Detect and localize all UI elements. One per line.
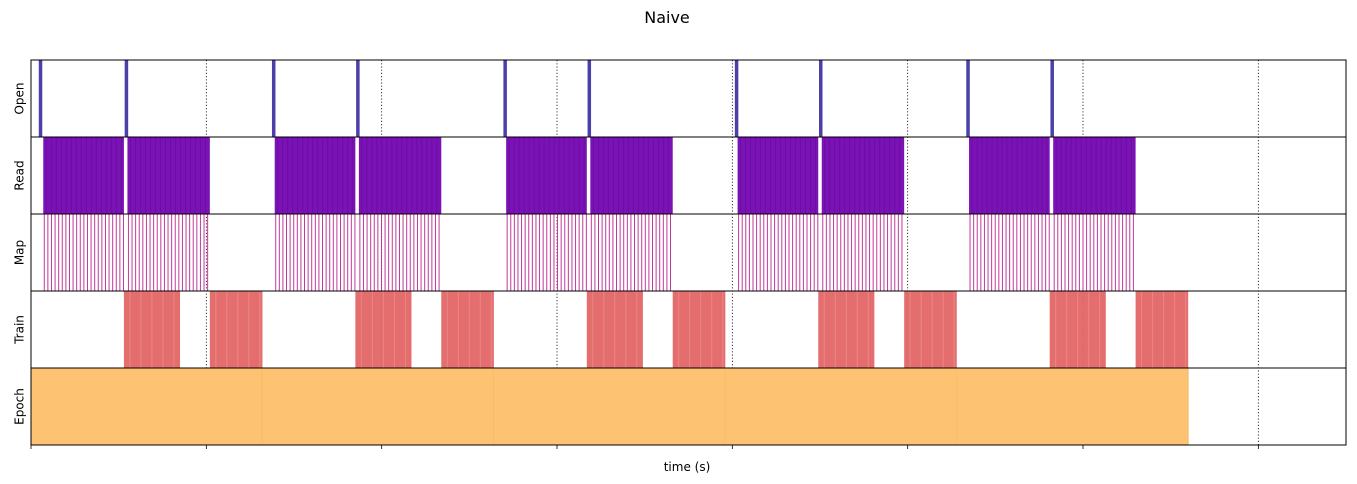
row-frames bbox=[30, 59, 1347, 446]
open-event-bar bbox=[271, 60, 276, 137]
read-event-block bbox=[127, 137, 210, 214]
open-event-bar bbox=[734, 60, 739, 137]
open-event-bar bbox=[587, 60, 592, 137]
row-labels: Open Read Map Train Epoch bbox=[13, 82, 27, 424]
x-axis-label: time (s) bbox=[664, 460, 711, 474]
epoch-event-block bbox=[725, 368, 957, 445]
open-event-bar bbox=[124, 60, 129, 137]
row-frame bbox=[30, 367, 1347, 446]
read-event-block bbox=[969, 137, 1050, 214]
open-event-bar bbox=[966, 60, 970, 137]
train-event-block bbox=[1135, 291, 1189, 368]
read-event-block bbox=[358, 137, 442, 214]
row-frame bbox=[30, 59, 1347, 138]
epoch-event-block bbox=[262, 368, 494, 445]
row-label-read: Read bbox=[13, 160, 27, 190]
read-event-block bbox=[737, 137, 819, 214]
row-label-open: Open bbox=[13, 82, 27, 114]
train-event-block bbox=[209, 291, 263, 368]
read-event-block bbox=[590, 137, 673, 214]
open-event-bar bbox=[503, 60, 507, 137]
read-event-block bbox=[1053, 137, 1136, 214]
open-event-bar bbox=[1050, 60, 1054, 137]
epoch-event-block bbox=[956, 368, 1189, 445]
row-map bbox=[43, 214, 1134, 291]
train-event-block bbox=[672, 291, 726, 368]
row-frame bbox=[30, 213, 1347, 292]
row-label-map: Map bbox=[13, 240, 27, 265]
row-train bbox=[123, 291, 1189, 368]
read-event-block bbox=[506, 137, 587, 214]
row-open bbox=[38, 60, 1054, 137]
train-event-block bbox=[904, 291, 957, 368]
train-event-block bbox=[441, 291, 494, 368]
epoch-event-block bbox=[493, 368, 726, 445]
read-event-block bbox=[821, 137, 905, 214]
open-event-bar bbox=[38, 60, 43, 137]
open-event-bar bbox=[356, 60, 360, 137]
read-event-block bbox=[274, 137, 356, 214]
row-epoch bbox=[31, 368, 1189, 445]
row-read bbox=[43, 137, 1136, 214]
open-event-bar bbox=[819, 60, 823, 137]
chart-rows bbox=[31, 60, 1189, 445]
row-frame bbox=[30, 136, 1347, 215]
x-ticks bbox=[30, 445, 1259, 449]
epoch-event-block bbox=[31, 368, 263, 445]
row-label-train: Train bbox=[13, 315, 27, 345]
chart-title: Naive bbox=[644, 8, 690, 27]
row-label-epoch: Epoch bbox=[13, 388, 27, 425]
read-event-block bbox=[43, 137, 124, 214]
